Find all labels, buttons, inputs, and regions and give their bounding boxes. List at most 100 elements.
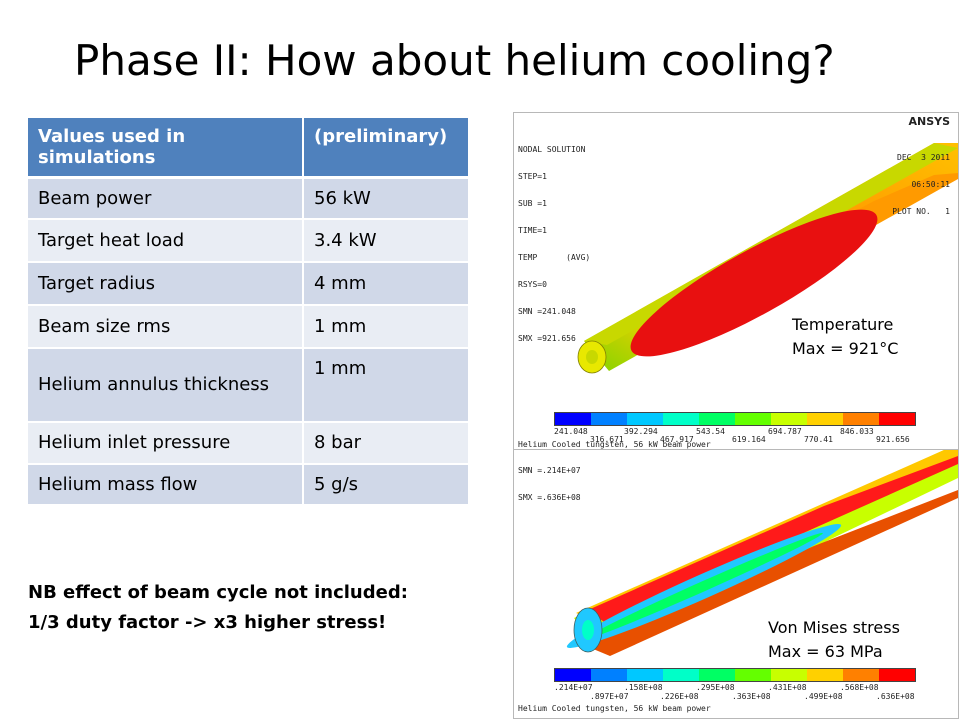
table-cell-value: 5 g/s bbox=[303, 463, 468, 506]
info-line: TIME=1 bbox=[518, 226, 547, 235]
table-row: Target radius 4 mm bbox=[28, 261, 468, 306]
colorbar-label: .636E+08 bbox=[876, 692, 915, 701]
stress-contour-plot bbox=[566, 450, 958, 656]
mid-stress-core bbox=[585, 532, 823, 640]
colorbar-label: 619.164 bbox=[732, 435, 766, 444]
colorbar-swatch bbox=[807, 413, 843, 425]
caption-line: Von Mises stress bbox=[768, 618, 900, 637]
note-line: NB effect of beam cycle not included: bbox=[28, 582, 408, 603]
colorbar-label: .431E+08 bbox=[768, 683, 807, 692]
colorbar-label: 846.033 bbox=[840, 427, 874, 436]
colorbar-swatch bbox=[663, 669, 699, 681]
colorbar-label: 921.656 bbox=[876, 435, 910, 444]
colorbar-swatch bbox=[555, 413, 591, 425]
stress-caption: Von Mises stress Max = 63 MPa bbox=[768, 616, 900, 664]
info-line: SUB =1 bbox=[518, 199, 547, 208]
table-cell-param: Beam power bbox=[28, 177, 304, 220]
colorbar-swatch bbox=[699, 669, 735, 681]
plot-date-info: DEC 3 2011 06:50:11 PLOT NO. 1 bbox=[892, 135, 950, 234]
colorbar-label: 392.294 bbox=[624, 427, 658, 436]
colorbar-swatch bbox=[735, 669, 771, 681]
table-cell-value: 4 mm bbox=[303, 261, 468, 306]
table-row: Beam power 56 kW bbox=[28, 177, 468, 220]
simulation-values-table: Values used in simulations (preliminary)… bbox=[28, 118, 468, 506]
colorbar-swatch bbox=[555, 669, 591, 681]
colorbar-swatch bbox=[699, 413, 735, 425]
info-line: SMX =.636E+08 bbox=[518, 493, 581, 502]
slide-title: Phase II: How about helium cooling? bbox=[74, 36, 835, 85]
ansys-logo: ANSYS bbox=[908, 115, 950, 128]
info-line: NODAL SOLUTION bbox=[518, 145, 586, 154]
stress-plot-panel: SMN =.214E+07 SMX =.636E+08 Von Mises st… bbox=[513, 449, 959, 719]
colorbar-swatch bbox=[843, 669, 879, 681]
high-stress-band bbox=[588, 456, 958, 622]
colorbar-swatch bbox=[843, 413, 879, 425]
colorbar-label: 467.917 bbox=[660, 435, 694, 444]
colorbar-label: .568E+08 bbox=[840, 683, 879, 692]
stress-colorbar bbox=[554, 668, 916, 682]
table-cell-value: 1 mm bbox=[303, 304, 468, 349]
table-cell-param: Target radius bbox=[28, 261, 304, 306]
table-cell-value: 1 mm bbox=[303, 347, 468, 423]
table-cell-value: 8 bar bbox=[303, 421, 468, 465]
info-line: STEP=1 bbox=[518, 172, 547, 181]
solution-info: NODAL SOLUTION STEP=1 SUB =1 TIME=1 TEMP… bbox=[518, 127, 590, 361]
colorbar-label: .158E+08 bbox=[624, 683, 663, 692]
table-cell-param: Beam size rms bbox=[28, 304, 304, 349]
temperature-contour-plot bbox=[577, 143, 958, 374]
table-cell-value: 56 kW bbox=[303, 177, 468, 220]
colorbar-swatch bbox=[807, 669, 843, 681]
note-line: 1/3 duty factor -> x3 higher stress! bbox=[28, 612, 387, 633]
colorbar-label: .897E+07 bbox=[590, 692, 629, 701]
table-cell-value: 3.4 kW bbox=[303, 218, 468, 263]
time-line: 06:50:11 bbox=[911, 180, 950, 189]
table-cell-param: Target heat load bbox=[28, 218, 304, 263]
colorbar-swatch bbox=[771, 413, 807, 425]
table-header-cell: (preliminary) bbox=[303, 118, 468, 179]
table-row: Target heat load 3.4 kW bbox=[28, 218, 468, 263]
info-line: SMX =921.656 bbox=[518, 334, 576, 343]
caption-line: Max = 63 MPa bbox=[768, 642, 883, 661]
caption-line: Max = 921°C bbox=[792, 339, 899, 358]
caption-line: Temperature bbox=[792, 315, 894, 334]
colorbar-label: .226E+08 bbox=[660, 692, 699, 701]
plot-footer: Helium Cooled tungsten, 56 kW beam power bbox=[518, 704, 711, 713]
colorbar-swatch bbox=[771, 669, 807, 681]
table-row: Beam size rms 1 mm bbox=[28, 304, 468, 349]
temperature-plot-panel: NODAL SOLUTION STEP=1 SUB =1 TIME=1 TEMP… bbox=[513, 112, 959, 450]
colorbar-swatch bbox=[735, 413, 771, 425]
colorbar-label: 316.671 bbox=[590, 435, 624, 444]
table-row: Helium inlet pressure 8 bar bbox=[28, 421, 468, 465]
colorbar-label: 543.54 bbox=[696, 427, 725, 436]
cylinder-end-core bbox=[582, 620, 594, 640]
table-row: Helium annulus thickness 1 mm bbox=[28, 347, 468, 423]
info-line: TEMP (AVG) bbox=[518, 253, 591, 262]
colorbar-label: .499E+08 bbox=[804, 692, 843, 701]
colorbar-label: 694.787 bbox=[768, 427, 802, 436]
table-cell-param: Helium inlet pressure bbox=[28, 421, 304, 465]
colorbar-label: .295E+08 bbox=[696, 683, 735, 692]
lower-stress-band bbox=[586, 490, 958, 656]
colorbar-swatch bbox=[663, 413, 699, 425]
colorbar-label: .214E+07 bbox=[554, 683, 593, 692]
plot-footer: Helium Cooled tungsten, 56 kW beam power bbox=[518, 440, 711, 449]
colorbar-swatch bbox=[591, 413, 627, 425]
info-line: SMN =.214E+07 bbox=[518, 466, 581, 475]
temperature-caption: Temperature Max = 921°C bbox=[792, 313, 898, 361]
info-line: SMN =241.048 bbox=[518, 307, 576, 316]
colorbar-label: 241.048 bbox=[554, 427, 588, 436]
table-row: Helium mass flow 5 g/s bbox=[28, 463, 468, 506]
table-cell-param: Helium mass flow bbox=[28, 463, 304, 506]
table-header-row: Values used in simulations (preliminary) bbox=[28, 118, 468, 179]
colorbar-swatch bbox=[627, 669, 663, 681]
temperature-colorbar bbox=[554, 412, 916, 426]
colorbar-swatch bbox=[879, 413, 915, 425]
date-line: DEC 3 2011 bbox=[897, 153, 950, 162]
colorbar-swatch bbox=[627, 413, 663, 425]
table-header-cell: Values used in simulations bbox=[28, 118, 304, 179]
colorbar-label: 770.41 bbox=[804, 435, 833, 444]
info-line: RSYS=0 bbox=[518, 280, 547, 289]
solution-info: SMN =.214E+07 SMX =.636E+08 bbox=[518, 450, 581, 520]
note-text: NB effect of beam cycle not included: 1/… bbox=[28, 578, 408, 638]
cylinder-end-core bbox=[586, 350, 598, 364]
